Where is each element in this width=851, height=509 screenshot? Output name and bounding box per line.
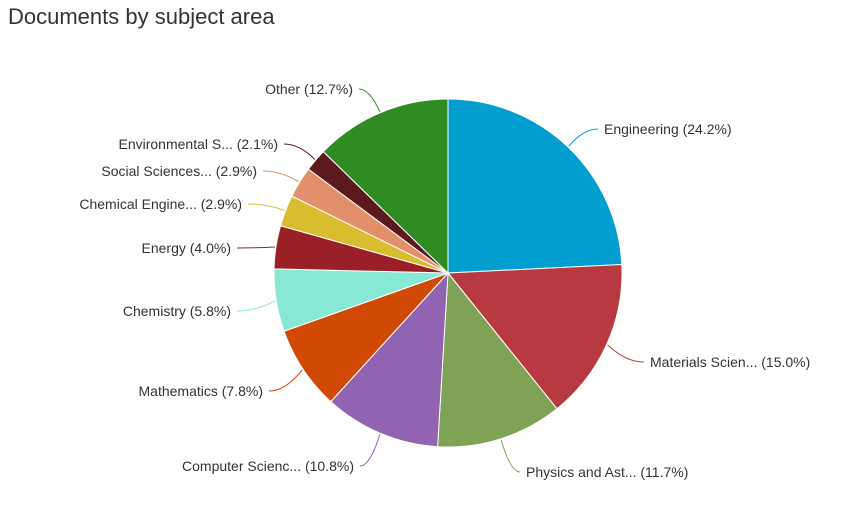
leader-lines: [236, 88, 645, 473]
leader-line: [283, 143, 316, 160]
pie-slice[interactable]: [330, 271, 449, 448]
chart-title: Documents by subject area: [8, 4, 275, 29]
slice-label: Other (12.7%): [265, 81, 353, 97]
pie-slice[interactable]: [322, 98, 449, 275]
slice-label: Energy (4.0%): [142, 240, 231, 256]
slice-label: Engineering (24.2%): [604, 121, 732, 137]
pie-slice[interactable]: [437, 271, 558, 448]
slice-label: Physics and Ast... (11.7%): [526, 464, 688, 480]
leader-line: [247, 203, 285, 211]
slice-label: Chemical Engine... (2.9%): [79, 196, 242, 212]
pie-slice[interactable]: [446, 263, 623, 410]
slice-label: Environmental S... (2.1%): [118, 136, 278, 152]
leader-line: [268, 369, 303, 392]
pie-slices: [273, 98, 623, 448]
slice-label: Materials Scien... (15.0%): [650, 354, 810, 370]
slice-label: Social Sciences... (2.9%): [101, 163, 257, 179]
slice-label: Computer Scienc... (10.8%): [182, 458, 354, 474]
leader-line: [500, 439, 521, 473]
leader-line: [262, 170, 299, 183]
leader-line: [236, 300, 276, 312]
leader-line: [568, 128, 599, 147]
leader-line: [236, 246, 275, 249]
slice-labels: Engineering (24.2%) Materials Scien... (1…: [79, 81, 810, 480]
leader-line: [607, 344, 645, 363]
pie-slice[interactable]: [447, 98, 623, 274]
leader-line: [359, 434, 381, 467]
slice-label: Chemistry (5.8%): [123, 303, 231, 319]
slice-label: Mathematics (7.8%): [139, 383, 263, 399]
leader-line: [358, 88, 381, 112]
